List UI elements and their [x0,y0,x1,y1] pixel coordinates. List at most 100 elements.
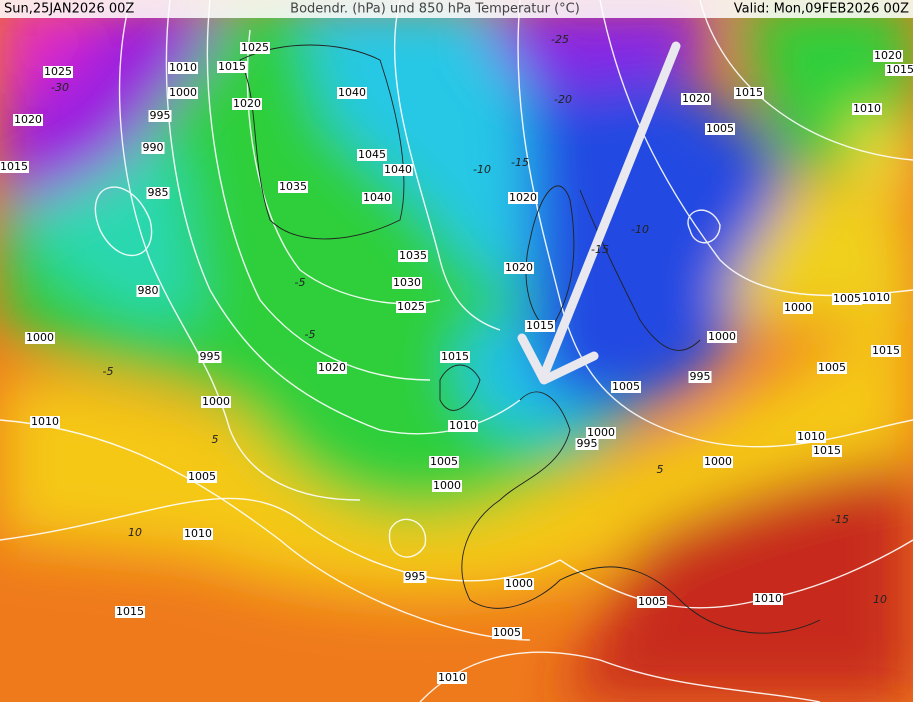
temperature-label: 5 [657,463,664,476]
pressure-labels: 1025101510101000102099599098598010401045… [0,41,913,684]
valid-time: Valid: Mon,09FEB2026 00Z [734,2,909,17]
pressure-label: 1000 [708,330,736,343]
pressure-label: 1010 [31,415,59,428]
pressure-label: 1025 [397,300,425,313]
pressure-label-box [885,64,913,76]
pressure-label: 1010 [184,527,212,540]
pressure-label: 1000 [433,479,461,492]
coastlines [239,44,821,634]
pressure-label-box [217,61,247,73]
pressure-label-box [168,87,198,99]
pressure-label: 1020 [318,361,346,374]
pressure-label: 1040 [338,86,366,99]
pressure-label: 1010 [169,61,197,74]
pressure-label: 1000 [784,301,812,314]
pressure-label: 1005 [638,595,666,608]
pressure-label: 1000 [587,426,615,439]
pressure-label: 1020 [874,49,902,62]
pressure-label: 990 [143,141,164,154]
temperature-label: -20 [554,93,572,106]
pressure-label: 1015 [813,444,841,457]
pressure-label: 1015 [886,63,913,76]
pressure-label: 1015 [872,344,900,357]
temperature-label: -15 [591,243,609,256]
pressure-label-box [707,331,737,343]
pressure-label: 1005 [818,361,846,374]
pressure-label: 1010 [754,592,782,605]
pressure-label: 1010 [449,419,477,432]
pressure-label-box [337,87,367,99]
pressure-label-box [681,93,711,105]
pressure-label: 1005 [188,470,216,483]
pressure-label-box [115,606,145,618]
pressure-label: 1020 [509,191,537,204]
pressure-label: 1005 [833,292,861,305]
temperature-label: 10 [873,593,887,606]
pressure-label-box [0,161,29,173]
map-title: Bodendr. (hPa) und 850 hPa Temperatur (°… [290,2,580,17]
pressure-label-box [240,42,270,54]
pressure-label-box [832,293,862,305]
pressure-label-box [278,181,308,193]
pressure-label: 1010 [853,102,881,115]
pressure-label-box [392,277,422,289]
pressure-label: 1040 [384,163,412,176]
pressure-label: 1020 [14,113,42,126]
pressure-label-box [575,438,599,450]
pressure-label-box [504,262,534,274]
pressure-label: 1040 [363,191,391,204]
pressure-label-box [525,320,555,332]
pressure-label-box [796,431,826,443]
pressure-label: 995 [405,570,426,583]
pressure-label: 1015 [735,86,763,99]
pressure-label: 1010 [797,430,825,443]
pressure-label: 1020 [233,97,261,110]
pressure-label-box [611,381,641,393]
pressure-label-box [30,416,60,428]
pressure-label: 1015 [526,319,554,332]
pressure-label-box [861,292,891,304]
pressure-label-box [586,427,616,439]
pressure-label-box [141,142,165,154]
pressure-label-box [201,396,231,408]
temperature-label: -5 [295,276,306,289]
pressure-label-box [146,187,170,199]
pressure-label-box [357,149,387,161]
temperature-label: 5 [212,433,219,446]
pressure-label-box [437,672,467,684]
pressure-label-box [43,66,73,78]
pressure-label-box [871,345,901,357]
pressure-label: 995 [690,370,711,383]
pressure-label-box [187,471,217,483]
temperature-labels: -30 -10 -15 -20 -5 5 10 -15 -5 -10 -5 5 -15 -25 10 [51,33,887,606]
pressure-label-box [396,301,426,313]
temperature-label: -10 [631,223,649,236]
temperature-label: -30 [51,81,69,94]
pressure-label: 1010 [438,671,466,684]
pressure-label: 1010 [862,291,890,304]
trend-arrow [517,41,681,385]
pressure-label-box [398,250,428,262]
pressure-label-box [403,571,427,583]
temperature-label: -5 [103,365,114,378]
pressure-label: 980 [138,284,159,297]
temperature-label: -15 [831,513,849,526]
pressure-label: 1015 [116,605,144,618]
header-bar [0,0,913,18]
pressure-label-box [637,596,667,608]
pressure-label: 1025 [241,41,269,54]
pressure-label-box [504,578,534,590]
temperature-label: -25 [551,33,569,46]
pressure-label-box [317,362,347,374]
pressure-label: 1020 [505,261,533,274]
pressure-label-box [492,627,522,639]
pressure-label-box [168,62,198,74]
pressure-label-box [429,456,459,468]
pressure-label-box [783,302,813,314]
pressure-label: 1035 [399,249,427,262]
pressure-label: 1020 [682,92,710,105]
pressure-label-box [703,456,733,468]
pressure-label: 1005 [493,626,521,639]
